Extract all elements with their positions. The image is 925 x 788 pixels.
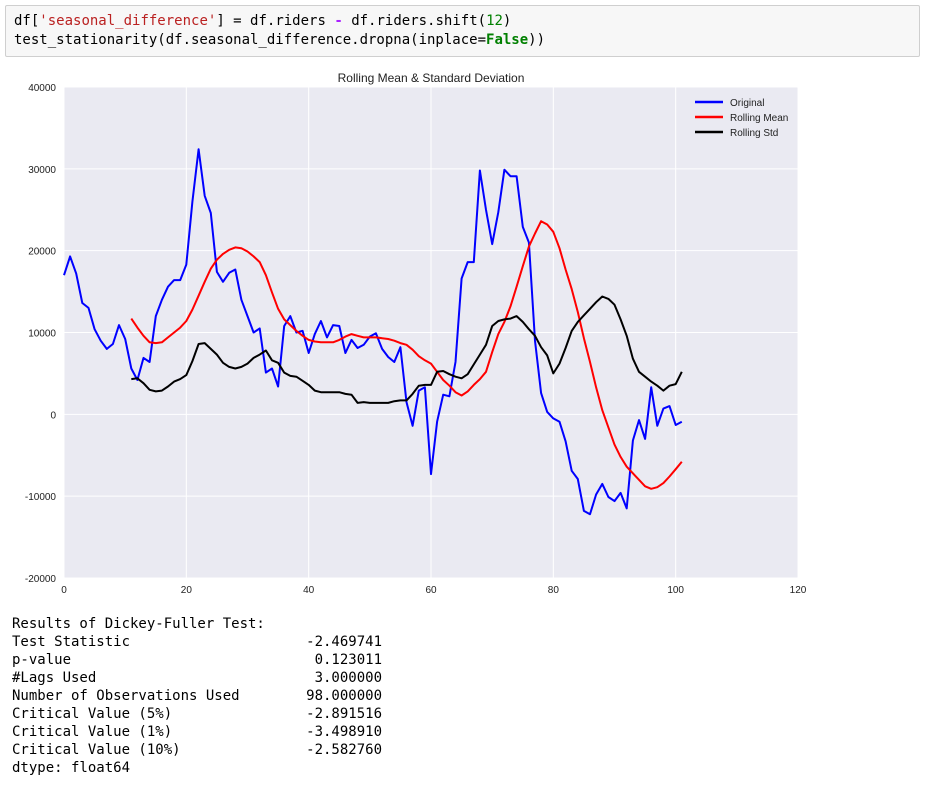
code-keyword: False	[486, 32, 529, 48]
x-tick-label: 40	[303, 585, 315, 596]
code-operator: -	[334, 13, 343, 29]
output-row-label: p-value	[12, 652, 72, 668]
y-tick-label: -10000	[25, 492, 57, 503]
x-tick-label: 120	[790, 585, 807, 596]
output-row-value: -2.891516	[306, 706, 382, 722]
output-row: Number of Observations Used 98.000000	[12, 687, 382, 705]
y-tick-label: 30000	[28, 165, 56, 176]
output-row: p-value 0.123011	[12, 651, 382, 669]
x-tick-label: 100	[667, 585, 684, 596]
x-tick-label: 60	[425, 585, 437, 596]
y-tick-label: 0	[50, 410, 56, 421]
code-number: 12	[486, 13, 503, 29]
code-token: ] = df.riders	[216, 13, 335, 29]
output-row-label: Critical Value (1%)	[12, 724, 173, 740]
output-row-label: Test Statistic	[12, 634, 131, 650]
output-row-value: 98.000000	[306, 688, 382, 704]
code-token: ))	[528, 32, 546, 48]
output-row-value: -2.582760	[306, 742, 382, 758]
x-tick-label: 20	[181, 585, 193, 596]
x-tick-label: 0	[61, 585, 67, 596]
series-line-original	[63, 148, 683, 516]
y-tick-label: 40000	[28, 83, 56, 94]
y-tick-label: 10000	[28, 329, 56, 340]
output-row-label: Number of Observations Used	[12, 688, 240, 704]
code-token: test_stationarity(df.seasonal_difference…	[14, 32, 487, 48]
code-token: df.riders.shift(	[342, 13, 487, 29]
output-row: Critical Value (5%) -2.891516	[12, 705, 382, 723]
output-row: Critical Value (10%) -2.582760	[12, 741, 382, 759]
series-line-rolling-mean	[130, 220, 683, 490]
output-row: #Lags Used 3.000000	[12, 669, 382, 687]
legend-label: Original	[730, 98, 764, 109]
output-row-value: -2.469741	[306, 634, 382, 650]
y-tick-label: -20000	[25, 574, 57, 585]
output-row: Critical Value (1%) -3.498910	[12, 723, 382, 741]
code-string: 'seasonal_difference'	[39, 13, 217, 29]
output-header: Results of Dickey-Fuller Test:	[12, 616, 265, 632]
output-row-value: 0.123011	[314, 652, 382, 668]
legend-label: Rolling Mean	[730, 113, 788, 124]
adf-output: Results of Dickey-Fuller Test: Test Stat…	[12, 615, 382, 777]
x-tick-label: 80	[548, 585, 560, 596]
output-row-value: -3.498910	[306, 724, 382, 740]
code-line-2: test_stationarity(df.seasonal_difference…	[14, 31, 911, 50]
rolling-stats-chart: 0 20 40 60 80 100 120 -20000 -10000 0 10000 20000 30…	[25, 71, 807, 596]
legend-label: Rolling Std	[730, 128, 778, 139]
output-row-label: Critical Value (5%)	[12, 706, 173, 722]
output-row: Test Statistic -2.469741	[12, 633, 382, 651]
y-tick-label: 20000	[28, 247, 56, 258]
code-cell[interactable]: df['seasonal_difference'] = df.riders - …	[5, 5, 920, 57]
output-dtype: dtype: float64	[12, 760, 131, 776]
output-row-label: Critical Value (10%)	[12, 742, 181, 758]
code-token: )	[502, 13, 512, 29]
code-token: df[	[14, 13, 40, 29]
output-row-label: #Lags Used	[12, 670, 97, 686]
output-row-value: 3.000000	[314, 670, 382, 686]
code-line-1: df['seasonal_difference'] = df.riders - …	[14, 12, 911, 31]
series-line-rolling-std	[131, 295, 683, 404]
chart-title: Rolling Mean & Standard Deviation	[338, 71, 525, 85]
output-rows: Test Statistic -2.469741 p-value 0.123011 #L…	[12, 633, 382, 759]
